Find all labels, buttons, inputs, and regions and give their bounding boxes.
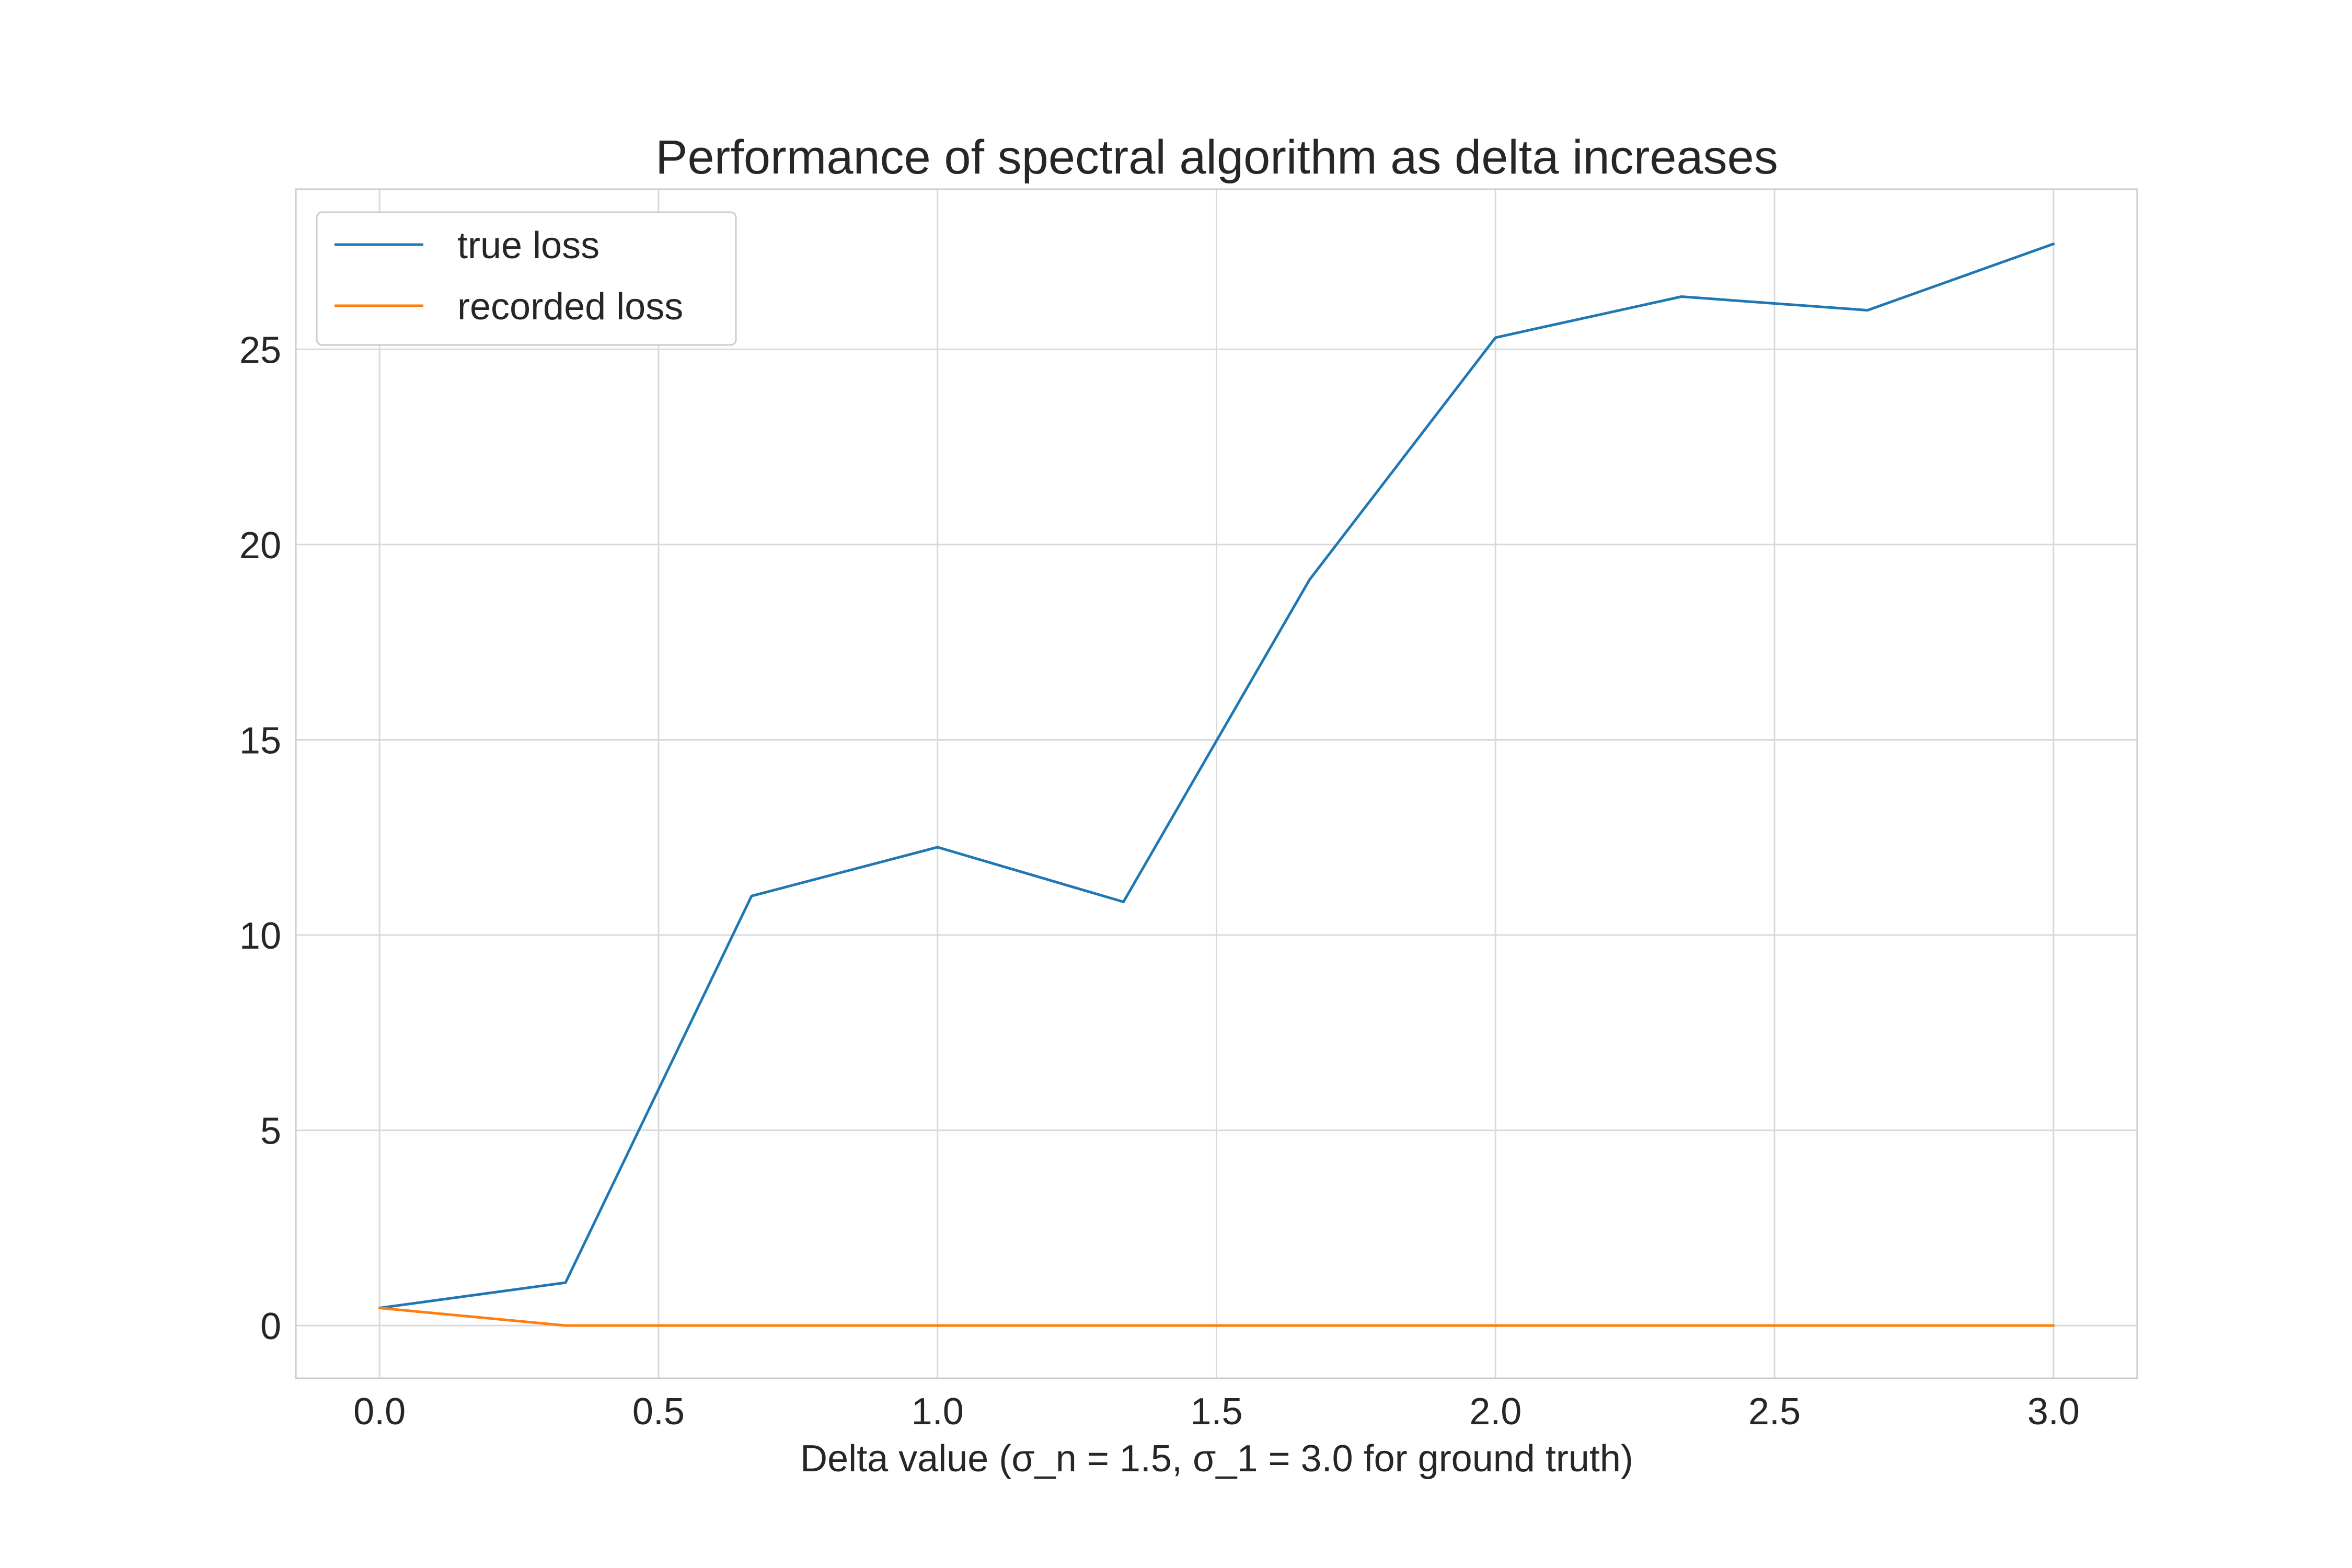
y-tick-label: 25 xyxy=(239,329,281,371)
y-tick-label: 20 xyxy=(239,525,281,567)
x-tick-label: 1.5 xyxy=(1190,1391,1242,1433)
x-axis-label: Delta value (σ_n = 1.5, σ_1 = 3.0 for gr… xyxy=(800,1438,1633,1480)
x-tick-label: 0.5 xyxy=(632,1391,685,1433)
legend: true loss recorded loss xyxy=(316,211,737,346)
y-tick-label: 0 xyxy=(260,1306,281,1347)
chart-title: Performance of spectral algorithm as del… xyxy=(655,131,1778,184)
y-tick-labels: 0 5 10 15 20 25 xyxy=(239,329,281,1347)
x-tick-label: 2.0 xyxy=(1469,1391,1521,1433)
x-tick-labels: 0.0 0.5 1.0 1.5 2.0 2.5 3.0 xyxy=(353,1391,2080,1433)
series-lines xyxy=(378,243,2055,1327)
x-tick-label: 0.0 xyxy=(353,1391,406,1433)
y-tick-label: 15 xyxy=(239,720,281,762)
y-tick-label: 10 xyxy=(239,915,281,957)
x-tick-label: 1.0 xyxy=(912,1391,964,1433)
y-tick-label: 5 xyxy=(260,1111,281,1152)
plot-frame xyxy=(295,188,2138,1379)
legend-label-true-loss: true loss xyxy=(457,225,599,267)
series-line-true-loss xyxy=(378,243,2055,1309)
series-line-recorded-loss xyxy=(378,1307,2055,1327)
legend-label-recorded-loss: recorded loss xyxy=(457,286,683,328)
x-tick-label: 2.5 xyxy=(1748,1391,1801,1433)
x-tick-label: 3.0 xyxy=(2027,1391,2080,1433)
